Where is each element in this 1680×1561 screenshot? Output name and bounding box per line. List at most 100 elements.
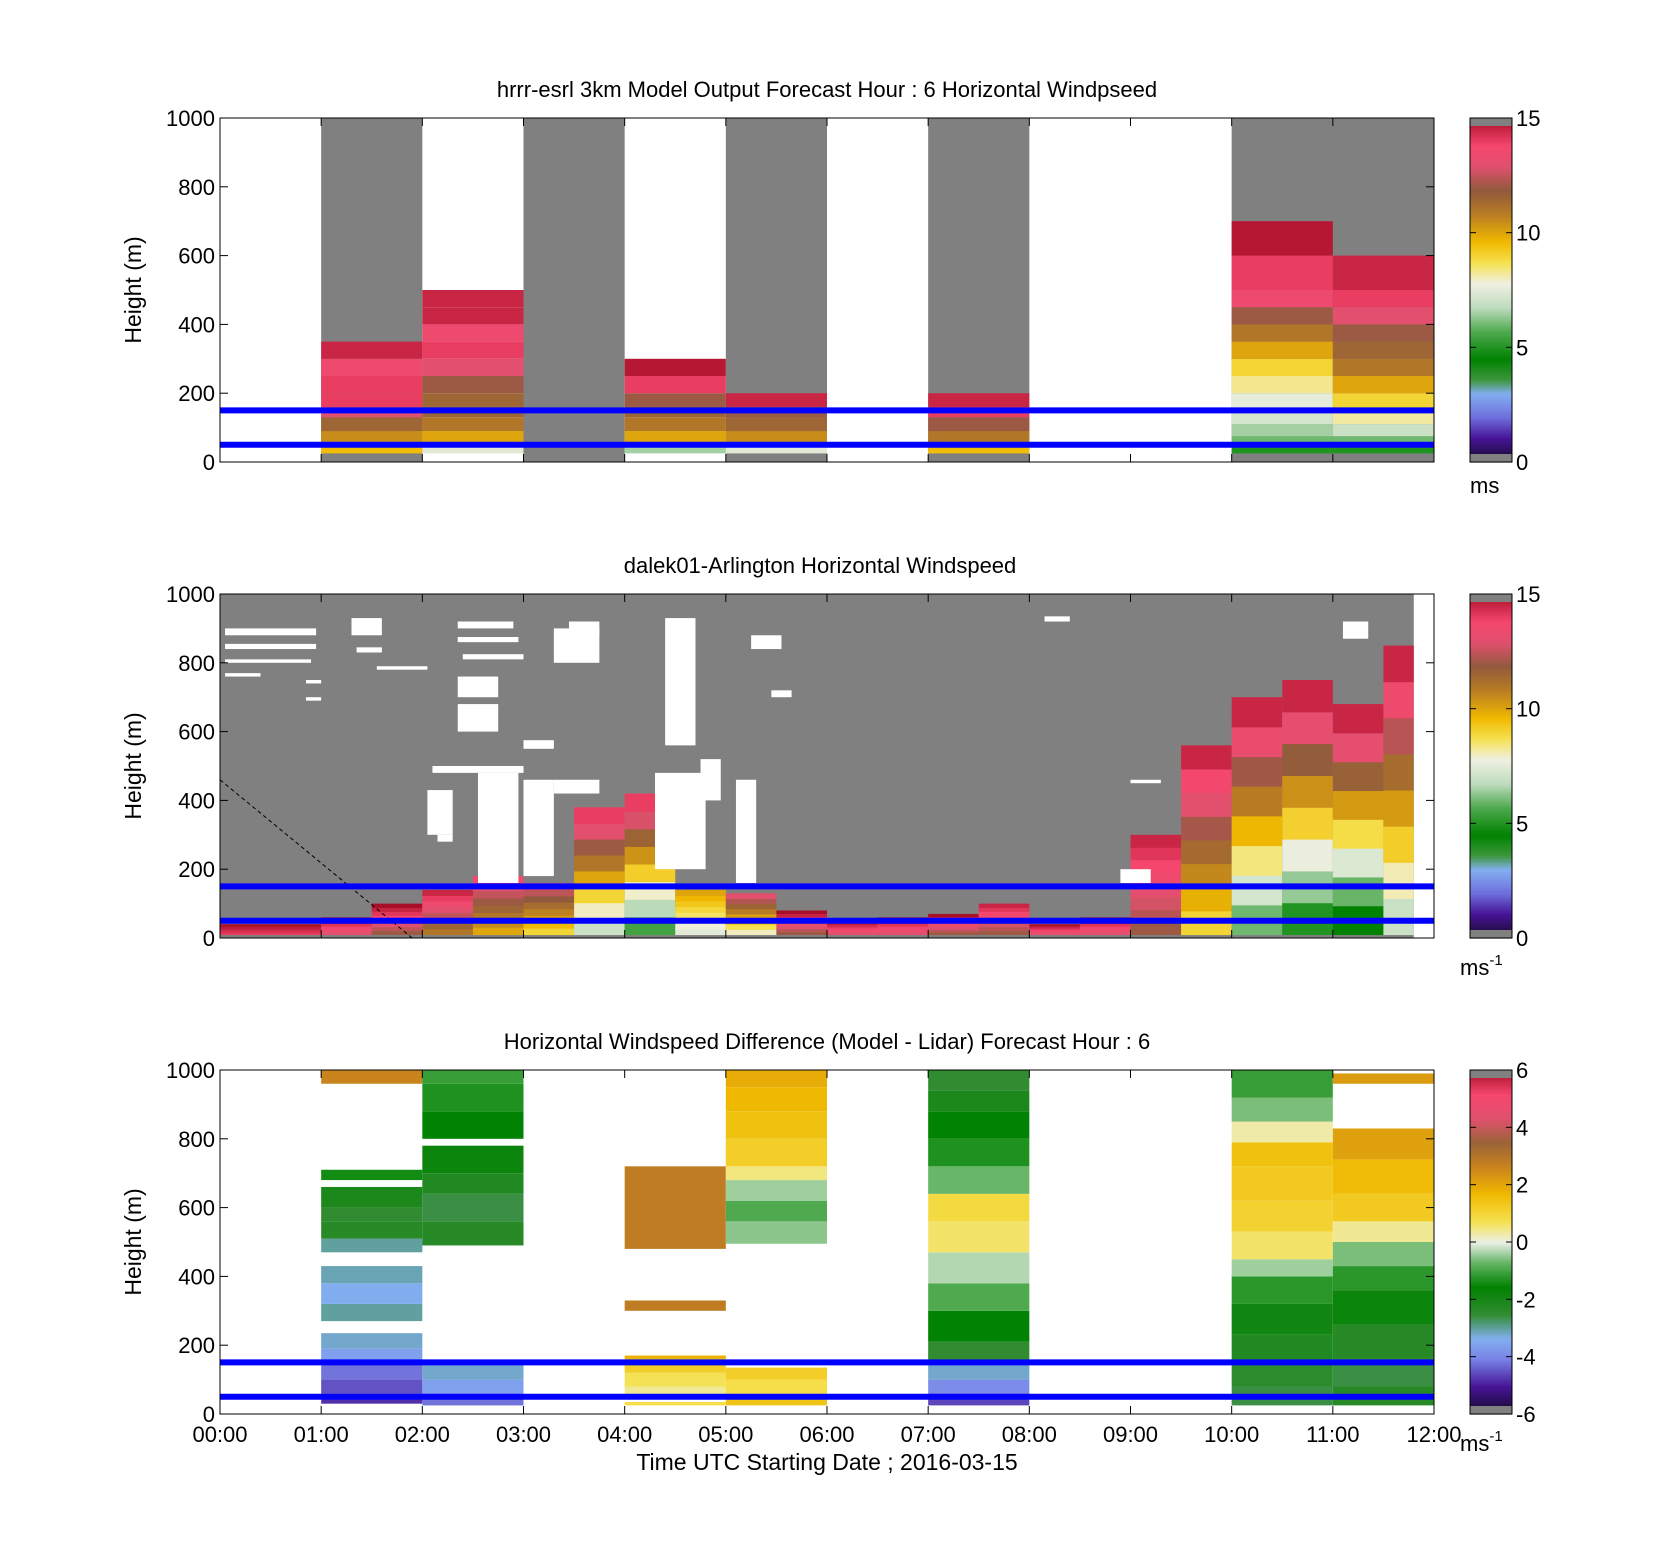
colorbar-cell	[1470, 280, 1512, 284]
heatmap-cell	[624, 1372, 726, 1387]
colorbar-cell	[1470, 651, 1512, 655]
colorbar-tick-label: 15	[1516, 582, 1540, 607]
heatmap-cell	[1079, 928, 1131, 931]
heatmap-cell	[1231, 290, 1333, 308]
colorbar-cell	[1470, 193, 1512, 197]
heatmap-cell	[321, 393, 423, 407]
missing-data-column	[220, 118, 322, 462]
colorbar-cell	[1470, 347, 1512, 351]
colorbar-cell	[1470, 1370, 1512, 1374]
colorbar-tick-label: 0	[1516, 926, 1528, 951]
colorbar-cell	[1470, 871, 1512, 875]
colorbar-cell	[1470, 186, 1512, 190]
colorbar-cell	[1470, 876, 1512, 879]
heatmap-cell	[624, 358, 726, 376]
heatmap-cell	[371, 930, 423, 936]
colorbar-cell	[1470, 1274, 1512, 1277]
heatmap-cell	[827, 932, 878, 936]
heatmap-cell	[472, 919, 524, 928]
heatmap-cell	[1332, 704, 1384, 734]
heatmap-cell	[321, 1283, 423, 1304]
colorbar-cell	[1470, 782, 1512, 785]
reference-lines	[220, 1359, 1434, 1400]
colorbar-cell	[1470, 1092, 1512, 1096]
heatmap-cell	[1079, 925, 1131, 929]
colorbar-cell	[1470, 303, 1512, 307]
heatmap-cell	[1332, 446, 1434, 454]
heatmap-cell	[928, 929, 979, 933]
colorbar-cell	[1470, 814, 1512, 818]
missing-data-block	[1044, 616, 1070, 622]
y-tick-label: 1000	[166, 582, 215, 607]
y-tick-label: 800	[178, 175, 215, 200]
colorbar-cell	[1470, 655, 1512, 659]
heatmap-cell	[978, 922, 1030, 928]
heatmap-cell	[422, 923, 473, 930]
missing-data-block	[457, 704, 499, 732]
x-tick-label: 02:00	[395, 1422, 450, 1447]
heatmap-cell	[1231, 424, 1333, 437]
heatmap-cell	[675, 928, 726, 936]
heatmap-cell	[877, 925, 929, 929]
colorbar-cell	[1470, 154, 1512, 158]
colorbar-cell	[1470, 713, 1512, 717]
heatmap-cell	[1231, 324, 1333, 342]
heatmap-cell	[1332, 1290, 1434, 1325]
colorbar-cell	[1470, 915, 1512, 918]
colorbar-cell	[1470, 127, 1512, 131]
heatmap-cell	[321, 376, 423, 394]
colorbar-cell	[1470, 701, 1512, 705]
heatmap-cell	[776, 928, 827, 933]
colorbar-cell	[1470, 1301, 1512, 1305]
heatmap-cell	[1029, 929, 1080, 932]
colorbar-cell	[1470, 395, 1512, 399]
heatmap-cell	[1332, 1193, 1434, 1222]
colorbar-cell	[1470, 367, 1512, 371]
colorbar-cell	[1470, 775, 1512, 779]
colorbar-cell	[1470, 1168, 1512, 1172]
colorbar-cell	[1470, 1361, 1512, 1365]
colorbar-cell	[1470, 143, 1512, 147]
heatmap-cell	[624, 1355, 726, 1359]
colorbar-cell	[1470, 665, 1512, 668]
colorbar-cell	[1470, 1251, 1512, 1255]
colorbar-cell	[1470, 628, 1512, 632]
colorbar-cell	[1470, 811, 1512, 815]
heatmap-cell	[1231, 815, 1283, 847]
colorbar-cell	[1470, 1352, 1512, 1355]
colorbar-cell	[1470, 443, 1512, 447]
colorbar: 0 5 10 15	[1469, 582, 1540, 951]
colorbar-cell	[1470, 1193, 1512, 1197]
colorbar-cell	[1470, 267, 1512, 270]
heatmap-cell	[877, 930, 929, 933]
heatmap-cell	[523, 889, 575, 897]
colorbar-cell	[1470, 251, 1512, 254]
colorbar-cell	[1470, 639, 1512, 643]
colorbar-cell	[1470, 743, 1512, 746]
heatmap-cell	[928, 1070, 1030, 1091]
heatmap-cell	[1231, 756, 1283, 787]
colorbar-cell	[1470, 237, 1512, 241]
heatmap-cell	[321, 446, 423, 454]
colorbar-cell	[1470, 740, 1512, 744]
colorbar-cell	[1470, 363, 1512, 367]
heatmap-cell	[624, 1166, 726, 1249]
missing-data-block	[751, 635, 782, 650]
heatmap-cell	[321, 1238, 423, 1253]
colorbar-cell	[1470, 1326, 1512, 1330]
heatmap-cell	[270, 931, 322, 934]
heatmap-cell	[1231, 697, 1283, 728]
colorbar-cell	[1470, 850, 1512, 854]
colorbar-cell	[1470, 223, 1512, 227]
missing-data-block	[225, 659, 312, 663]
colorbar-cell	[1470, 1347, 1512, 1351]
colorbar-cell	[1470, 379, 1512, 383]
colorbar-cell	[1470, 770, 1512, 774]
colorbar-cell	[1470, 1127, 1512, 1131]
colorbar-cell	[1470, 626, 1512, 629]
heatmap-cell	[1383, 645, 1414, 683]
colorbar-cell	[1470, 795, 1512, 799]
colorbar-cell	[1470, 1076, 1512, 1080]
colorbar-cell	[1470, 1177, 1512, 1181]
colorbar-cell	[1470, 793, 1512, 797]
